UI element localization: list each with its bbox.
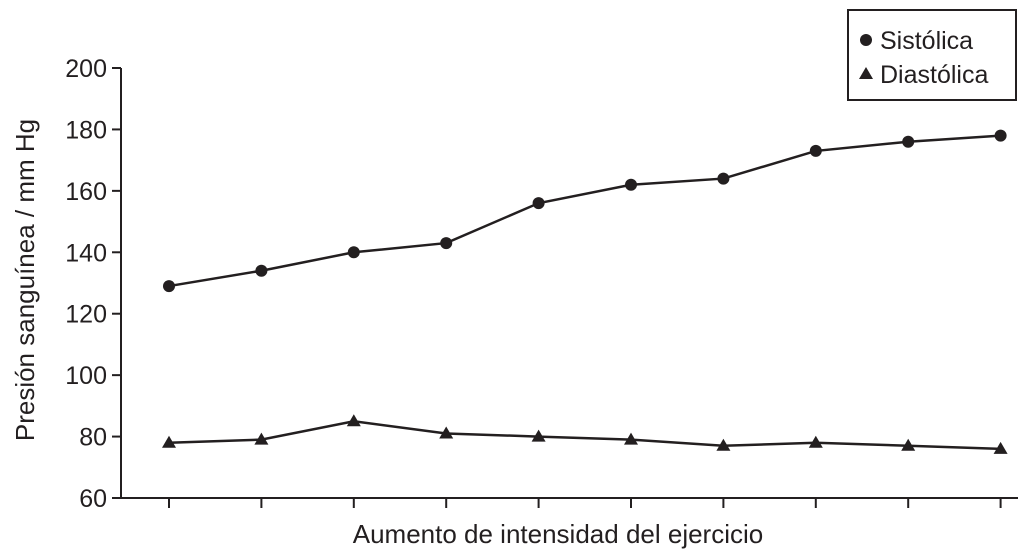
data-point-sistolica [163,280,175,293]
axes [120,68,1018,499]
y-tick-label: 80 [79,424,107,452]
legend-label-sistolica: Sistólica [880,27,973,55]
y-axis-title: Presión sanguínea / mm Hg [10,119,40,441]
y-tick-label: 100 [65,362,107,390]
data-point-diastolica [346,414,361,427]
data-point-diastolica [162,435,176,448]
y-tick-label: 160 [65,178,107,206]
y-tick-label: 120 [65,301,107,329]
series-line-sistolica [168,134,1001,288]
data-point-sistolica [347,246,360,259]
y-tick-label: 200 [65,55,107,83]
data-point-diastolica [254,432,269,445]
data-point-diastolica [901,438,916,451]
data-point-sistolica [532,197,545,210]
legend-box [847,9,1017,101]
data-point-diastolica [531,429,546,442]
y-tick-label: 180 [65,116,107,144]
data-point-sistolica [717,172,730,185]
data-point-diastolica [716,438,731,451]
legend-marker-diastolica [859,67,873,79]
legend-label-diastolica: Diastólica [880,61,988,89]
legend-marker-sistolica [860,34,872,46]
y-tick-label: 60 [79,485,107,513]
data-point-diastolica [624,432,638,445]
data-point-diastolica [808,435,823,448]
series-line-diastolica [168,419,1001,451]
data-point-sistolica [440,237,453,250]
series-layer [162,129,1008,454]
y-tick-label: 140 [65,239,107,267]
y-ticks: 60 80 100 120 140 160 180 200 [65,55,121,513]
data-point-sistolica [809,144,822,157]
data-point-sistolica [255,264,268,277]
data-point-sistolica [994,129,1007,142]
data-point-sistolica [902,135,915,148]
data-point-diastolica [439,426,454,439]
data-point-diastolica [993,441,1008,454]
x-axis-title: Aumento de intensidad del ejercicio [353,519,763,549]
legend: Sistólica Diastólica [847,9,1017,101]
x-ticks [168,498,1002,508]
data-point-sistolica [625,178,637,191]
